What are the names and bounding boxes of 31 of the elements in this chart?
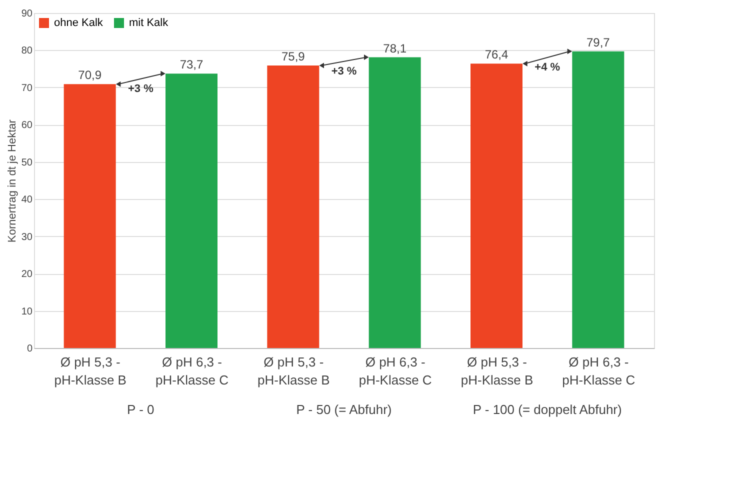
x-tick-label: Ø pH 5,3 - pH-Klasse B [460, 354, 534, 388]
x-tick-label: Ø pH 6,3 - pH-Klasse C [156, 354, 228, 388]
data-label: 76,4 [484, 48, 508, 62]
x-tick-label: Ø pH 5,3 - pH-Klasse B [258, 354, 330, 388]
text: P - 100 (= doppelt Abfuhr) [472, 402, 622, 417]
x-tick-label: Ø pH 6,3 - pH-Klasse C [562, 354, 636, 388]
legend-label: mit Kalk [129, 17, 169, 29]
legend-label: ohne Kalk [54, 17, 104, 29]
data-label: 70,9 [78, 68, 102, 82]
text: P - 50 (= Abfuhr) [296, 402, 392, 417]
y-tick-label: 30 [21, 232, 33, 243]
data-label: 79,7 [586, 35, 610, 50]
annotation: +4 % [534, 61, 560, 74]
y-axis-title: Kornertrag in dt je Hektar [6, 119, 18, 242]
y-tick-label: 40 [21, 194, 33, 206]
annotation: +3 % [331, 65, 357, 78]
text: P - 0 [127, 402, 154, 417]
x-tick-label: Ø pH 6,3 - pH-Klasse C [358, 354, 432, 388]
y-tick-label: 10 [21, 306, 33, 318]
annotation: +3 % [128, 82, 154, 95]
data-label: 73,7 [180, 58, 204, 72]
y-tick-label: 0 [26, 344, 33, 354]
data-label: 78,1 [383, 41, 407, 56]
data-label: 75,9 [281, 49, 306, 64]
y-tick-label: 70 [21, 82, 33, 94]
y-tick-label: 50 [21, 157, 33, 168]
x-tick-label: Ø pH 5,3 - pH-Klasse B [54, 354, 126, 388]
y-tick-label: 80 [21, 46, 33, 57]
y-tick-label: 20 [21, 269, 33, 280]
y-tick-label: 60 [21, 120, 33, 132]
y-tick-label: 90 [21, 8, 33, 20]
